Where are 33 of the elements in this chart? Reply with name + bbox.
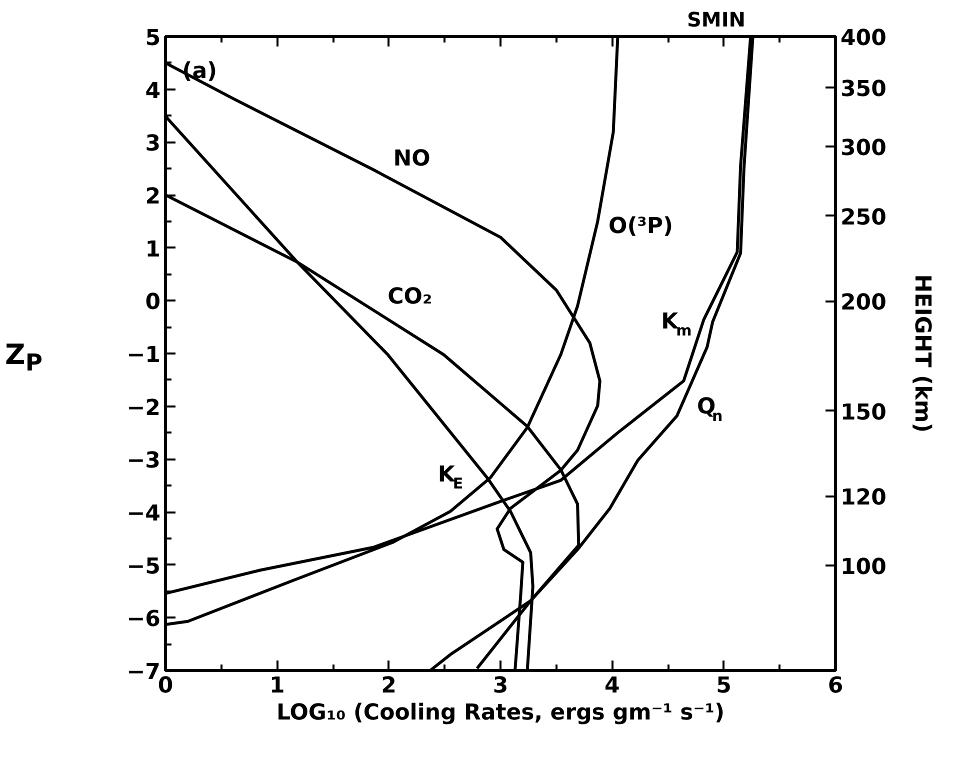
y2-tick-label: 350	[840, 76, 886, 102]
x-tick-label: 6	[828, 674, 844, 698]
y-tick-label: 2	[145, 184, 161, 210]
y-tick-label: −4	[126, 502, 161, 526]
x-tick-label: 4	[604, 674, 620, 698]
y-tick-label: −5	[126, 554, 161, 580]
y-tick-label: −2	[126, 396, 161, 421]
y-tick-label: −6	[126, 607, 161, 632]
y-tick-label: 5	[145, 26, 161, 51]
x-tick-label: 5	[716, 674, 732, 698]
y2-tick-label: 120	[840, 486, 886, 511]
y2-tick-label: 400	[840, 26, 886, 51]
x-tick-label: 2	[381, 674, 396, 698]
y-tick-label: −3	[126, 448, 161, 474]
y2-tick-label: 300	[840, 136, 886, 161]
y2-tick-label: 150	[840, 400, 886, 426]
chart-title: SMIN	[687, 8, 746, 32]
y-tick-label: −1	[126, 343, 161, 368]
y-axis-title: Z$_{P}$	[5, 337, 42, 379]
annotation: O(³P)	[608, 214, 674, 240]
annotation: CO₂	[388, 284, 432, 310]
annotation: NO	[393, 146, 430, 172]
y2-axis-title: HEIGHT (km)	[909, 274, 934, 433]
x-tick-label: 1	[270, 674, 285, 698]
x-axis-title: LOG₁₀ (Cooling Rates, ergs gm⁻¹ s⁻¹)	[276, 700, 725, 726]
y2-tick-label: 200	[840, 290, 886, 316]
y-tick-label: 0	[145, 290, 161, 316]
y-tick-label: 4	[145, 78, 161, 104]
y2-tick-label: 100	[840, 555, 886, 580]
y-tick-label: 1	[145, 237, 161, 262]
y-tick-label: 3	[145, 132, 161, 157]
y2-tick-label: 250	[840, 205, 886, 230]
x-tick-label: 3	[492, 674, 508, 698]
